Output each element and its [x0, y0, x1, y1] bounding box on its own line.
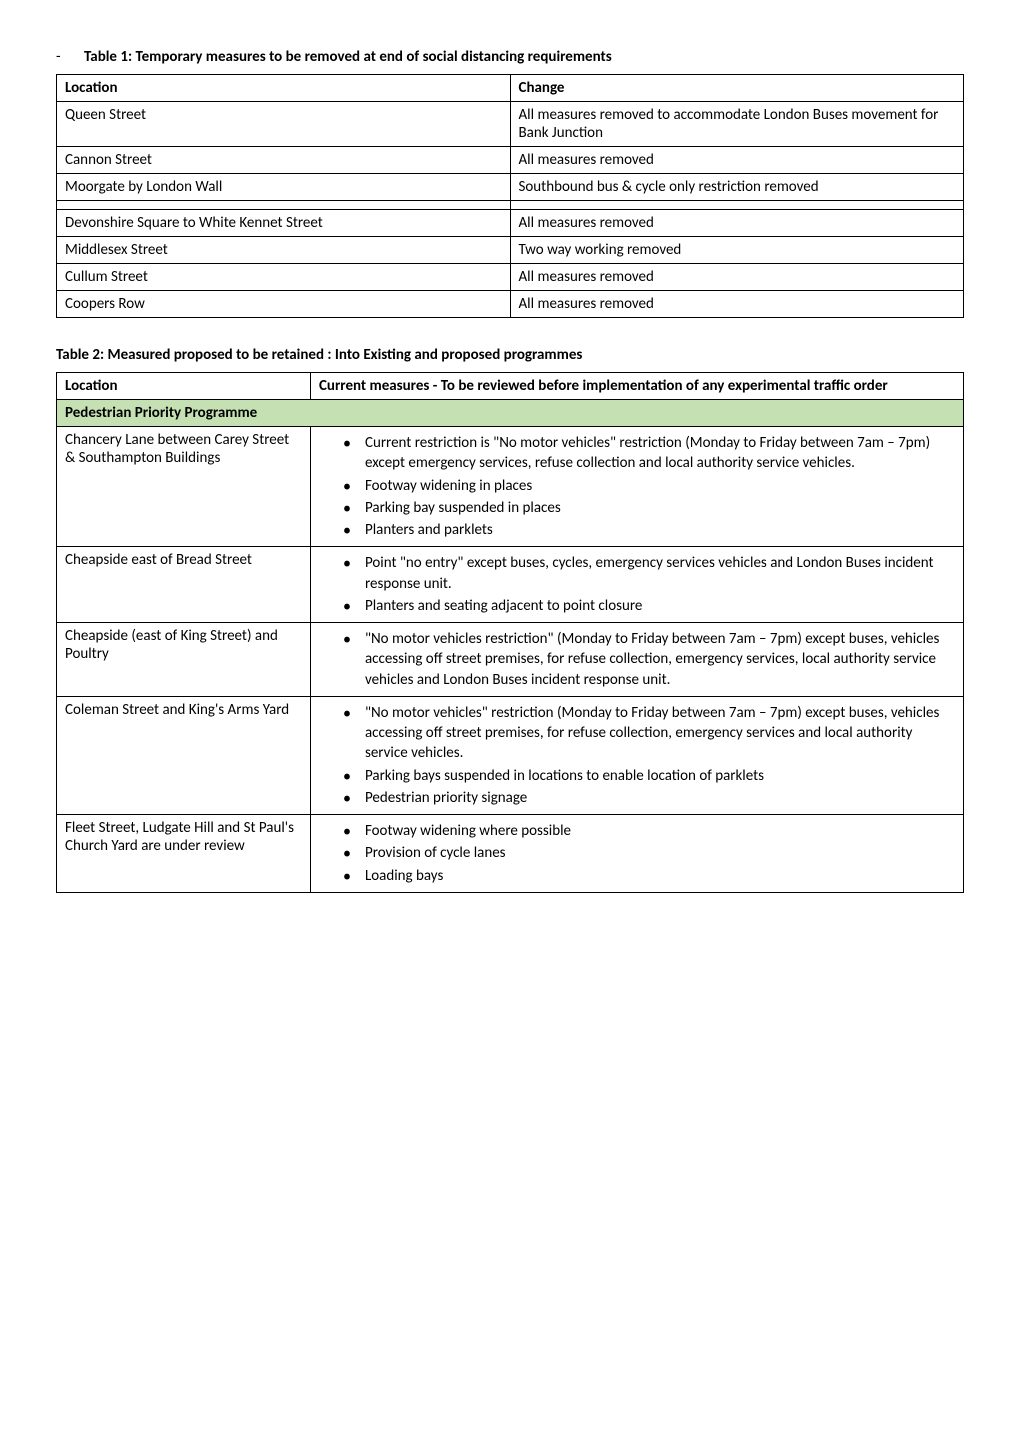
table-row: Cheapside east of Bread Street Point "no…	[57, 547, 964, 623]
table1-col-location: Location	[57, 75, 511, 102]
table2-measures: Footway widening where possible Provisio…	[310, 815, 963, 893]
table1-heading-dash: -	[56, 48, 84, 66]
table1: Location Change Queen Street All measure…	[56, 74, 964, 318]
table1-cell: Queen Street	[57, 102, 511, 147]
table-row: Cullum Street All measures removed	[57, 264, 964, 291]
bullet-list: "No motor vehicles" restriction (Monday …	[319, 703, 955, 808]
table1-cell: Southbound bus & cycle only restriction …	[510, 174, 964, 201]
list-item: Loading bays	[343, 866, 955, 886]
list-item: Pedestrian priority signage	[343, 788, 955, 808]
table2-heading: Table 2: Measured proposed to be retaine…	[56, 346, 964, 364]
list-item: Provision of cycle lanes	[343, 843, 955, 863]
table2-measures: "No motor vehicles" restriction (Monday …	[310, 696, 963, 814]
list-item: Footway widening where possible	[343, 821, 955, 841]
list-item: Parking bay suspended in places	[343, 498, 955, 518]
list-item: Parking bays suspended in locations to e…	[343, 766, 955, 786]
table2-col-location: Location	[57, 373, 311, 400]
list-item: Footway widening in places	[343, 476, 955, 496]
table-row: Fleet Street, Ludgate Hill and St Paul's…	[57, 815, 964, 893]
table1-cell: Moorgate by London Wall	[57, 174, 511, 201]
table2-col-current: Current measures - To be reviewed before…	[310, 373, 963, 400]
table1-cell: All measures removed	[510, 210, 964, 237]
table-row: Queen Street All measures removed to acc…	[57, 102, 964, 147]
table1-cell: All measures removed	[510, 147, 964, 174]
table1-cell: Cannon Street	[57, 147, 511, 174]
list-item: "No motor vehicles restriction" (Monday …	[343, 629, 955, 690]
table1-cell	[510, 201, 964, 210]
table-row: Chancery Lane between Carey Street & Sou…	[57, 427, 964, 547]
table-row: Moorgate by London Wall Southbound bus &…	[57, 174, 964, 201]
table1-cell: All measures removed	[510, 291, 964, 318]
table-row: Coopers Row All measures removed	[57, 291, 964, 318]
table2: Location Current measures - To be review…	[56, 372, 964, 893]
table2-location: Cheapside (east of King Street) and Poul…	[57, 623, 311, 697]
bullet-list: "No motor vehicles restriction" (Monday …	[319, 629, 955, 690]
table2-header-row: Location Current measures - To be review…	[57, 373, 964, 400]
bullet-list: Current restriction is "No motor vehicle…	[319, 433, 955, 540]
table-row: Coleman Street and King's Arms Yard "No …	[57, 696, 964, 814]
table-row: Devonshire Square to White Kennet Street…	[57, 210, 964, 237]
list-item: Planters and parklets	[343, 520, 955, 540]
table2-section-row: Pedestrian Priority Programme	[57, 400, 964, 427]
table-row: Middlesex Street Two way working removed	[57, 237, 964, 264]
list-item: Planters and seating adjacent to point c…	[343, 596, 955, 616]
table1-col-change: Change	[510, 75, 964, 102]
list-item: Current restriction is "No motor vehicle…	[343, 433, 955, 474]
table1-heading: Table 1: Temporary measures to be remove…	[84, 48, 612, 66]
table1-heading-row: - Table 1: Temporary measures to be remo…	[56, 48, 964, 66]
table2-location: Fleet Street, Ludgate Hill and St Paul's…	[57, 815, 311, 893]
table-row	[57, 201, 964, 210]
table2-measures: Current restriction is "No motor vehicle…	[310, 427, 963, 547]
table1-cell: Two way working removed	[510, 237, 964, 264]
table1-cell: All measures removed	[510, 264, 964, 291]
table2-location: Coleman Street and King's Arms Yard	[57, 696, 311, 814]
table1-header-row: Location Change	[57, 75, 964, 102]
bullet-list: Point "no entry" except buses, cycles, e…	[319, 553, 955, 616]
table-row: Cannon Street All measures removed	[57, 147, 964, 174]
table2-measures: "No motor vehicles restriction" (Monday …	[310, 623, 963, 697]
bullet-list: Footway widening where possible Provisio…	[319, 821, 955, 886]
table1-cell: Devonshire Square to White Kennet Street	[57, 210, 511, 237]
list-item: "No motor vehicles" restriction (Monday …	[343, 703, 955, 764]
table1-cell	[57, 201, 511, 210]
table1-cell: Cullum Street	[57, 264, 511, 291]
table2-location: Cheapside east of Bread Street	[57, 547, 311, 623]
table1-cell: Coopers Row	[57, 291, 511, 318]
table1-cell: Middlesex Street	[57, 237, 511, 264]
table2-section-label: Pedestrian Priority Programme	[57, 400, 964, 427]
list-item: Point "no entry" except buses, cycles, e…	[343, 553, 955, 594]
table1-cell: All measures removed to accommodate Lond…	[510, 102, 964, 147]
table2-measures: Point "no entry" except buses, cycles, e…	[310, 547, 963, 623]
table2-location: Chancery Lane between Carey Street & Sou…	[57, 427, 311, 547]
table-row: Cheapside (east of King Street) and Poul…	[57, 623, 964, 697]
